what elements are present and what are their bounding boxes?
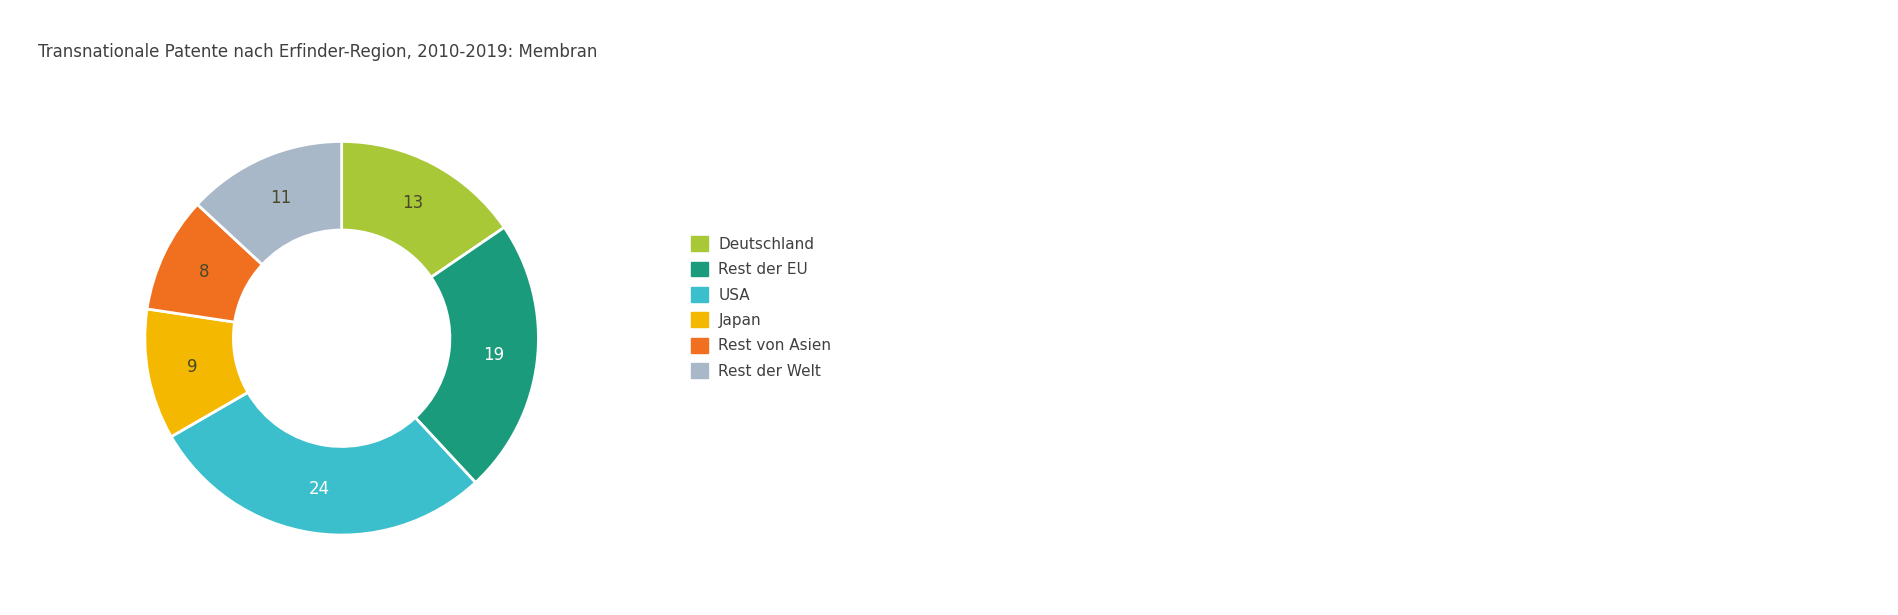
Text: 13: 13 [402, 194, 423, 212]
Text: Transnationale Patente nach Erfinder-Region, 2010-2019: Membran: Transnationale Patente nach Erfinder-Reg… [38, 43, 598, 61]
Text: 24: 24 [307, 480, 330, 498]
Text: 9: 9 [186, 357, 197, 376]
Text: 19: 19 [482, 346, 503, 364]
Wedge shape [146, 204, 262, 322]
Wedge shape [171, 392, 476, 535]
Text: 8: 8 [199, 263, 209, 281]
Wedge shape [197, 141, 342, 264]
Legend: Deutschland, Rest der EU, USA, Japan, Rest von Asien, Rest der Welt: Deutschland, Rest der EU, USA, Japan, Re… [691, 236, 831, 379]
Wedge shape [342, 141, 505, 277]
Wedge shape [144, 309, 249, 437]
Text: 11: 11 [270, 189, 290, 207]
Wedge shape [416, 228, 539, 483]
